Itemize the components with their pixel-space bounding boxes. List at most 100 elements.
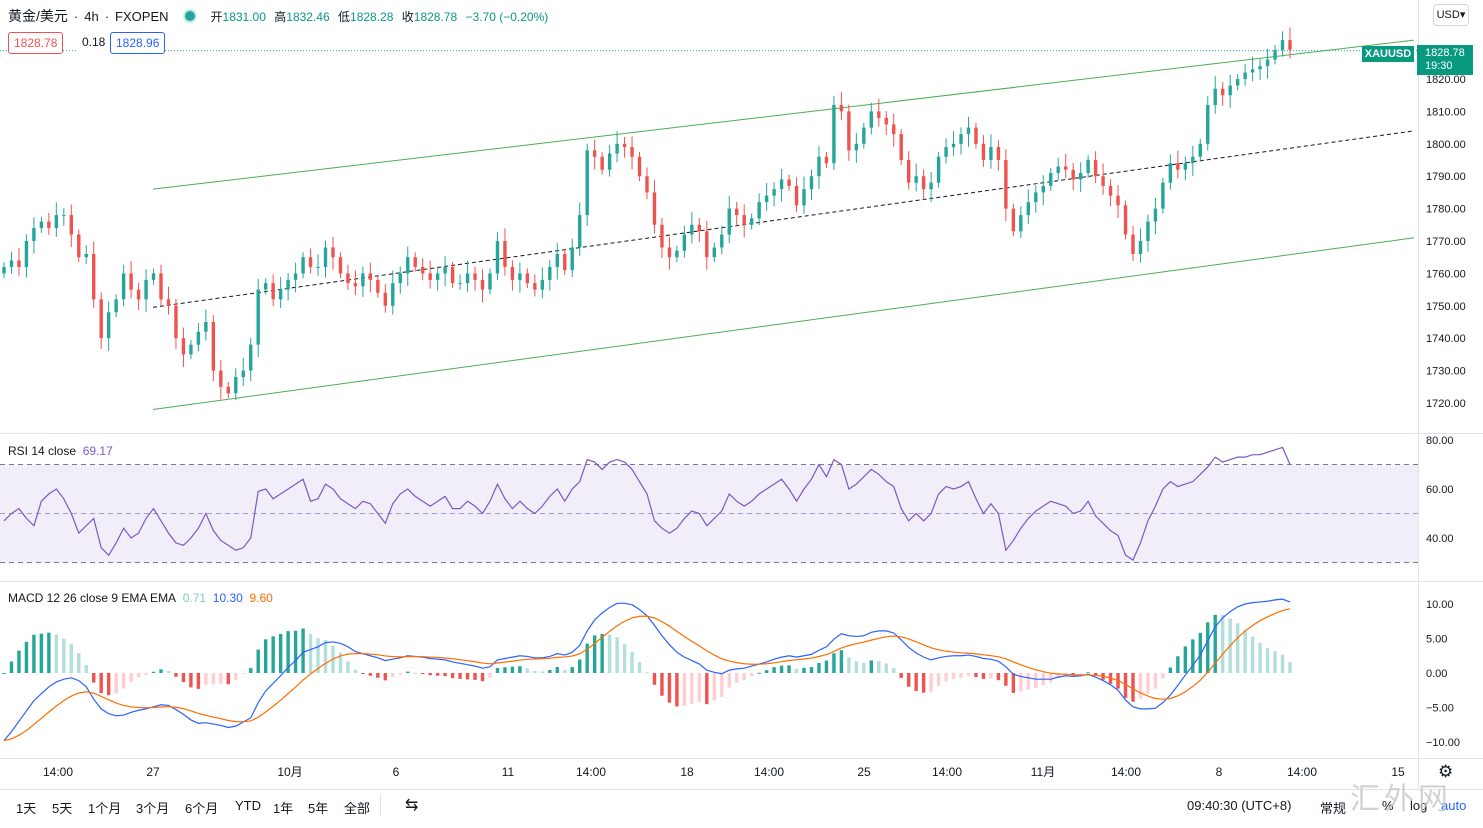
macd-histogram-bar xyxy=(480,673,485,682)
macd-histogram-bar xyxy=(99,673,103,694)
time-tick-label: 14:00 xyxy=(1111,765,1141,779)
bid-price[interactable]: 1828.78 xyxy=(8,32,64,54)
macd-histogram-bar xyxy=(241,673,245,674)
candle-body xyxy=(675,250,679,258)
settings-gear-icon[interactable]: ⚙ xyxy=(1438,762,1454,781)
macd-histogram-bar xyxy=(578,659,582,673)
range-5y-button[interactable]: 5年 xyxy=(308,801,329,816)
macd-histogram-bar xyxy=(757,672,761,674)
time-tick-label: 27 xyxy=(146,765,160,779)
macd-legend[interactable]: MACD 12 26 close 9 EMA EMA 0.71 10.30 9.… xyxy=(8,591,273,605)
macd-histogram-bar xyxy=(1026,673,1031,690)
market-status-icon[interactable] xyxy=(184,11,195,21)
macd-histogram-bar xyxy=(884,663,888,673)
price-tick-label: 1730.00 xyxy=(1426,366,1466,378)
candle-body xyxy=(540,279,545,290)
macd-histogram-bar xyxy=(1086,672,1090,674)
candle-body xyxy=(234,377,238,394)
candle-body xyxy=(1063,166,1068,170)
macd-histogram-bar xyxy=(705,673,709,705)
macd-histogram-bar xyxy=(637,662,642,673)
goto-date-icon[interactable]: ⇆ xyxy=(405,797,419,814)
range-ytd-button[interactable]: YTD xyxy=(235,798,261,813)
candle-body xyxy=(615,143,619,154)
macd-histogram-bar xyxy=(211,673,216,685)
candle-body xyxy=(503,241,507,267)
macd-histogram-bar xyxy=(1191,639,1195,673)
macd-histogram-bar xyxy=(62,638,66,673)
macd-histogram-bar xyxy=(533,671,537,673)
percent-toggle[interactable]: % xyxy=(1382,798,1394,813)
session-button[interactable]: 常规 xyxy=(1320,801,1347,816)
candle-body xyxy=(129,273,133,290)
rsi-tick-label: 80.00 xyxy=(1426,435,1454,447)
macd-histogram-bar xyxy=(32,634,36,673)
candle-body xyxy=(862,127,866,144)
macd-histogram-bar xyxy=(495,667,500,673)
candle-body xyxy=(391,283,395,306)
candle-body xyxy=(151,273,156,280)
candle-body xyxy=(854,143,859,151)
candle-body xyxy=(1123,205,1128,235)
rsi-legend[interactable]: RSI 14 close 69.17 xyxy=(8,444,113,458)
candle-body xyxy=(1034,192,1038,203)
candle-body xyxy=(966,127,971,135)
macd-histogram-bar xyxy=(1123,673,1128,698)
macd-histogram-bar xyxy=(802,667,806,673)
time-tick-label: 6 xyxy=(393,765,400,779)
macd-histogram-bar xyxy=(1004,673,1008,686)
range-1y-button[interactable]: 1年 xyxy=(273,801,294,816)
macd-histogram-bar xyxy=(660,673,664,696)
macd-histogram-bar xyxy=(24,641,29,673)
candle-body xyxy=(488,273,492,290)
candle-body xyxy=(705,231,709,258)
candle-body xyxy=(1280,40,1285,50)
candle-body xyxy=(525,273,530,284)
candle-body xyxy=(944,147,948,157)
range-1m-button[interactable]: 1个月 xyxy=(88,801,122,816)
spread-value: 0.18 xyxy=(77,32,111,52)
range-5d-button[interactable]: 5天 xyxy=(52,801,73,816)
candle-body xyxy=(92,253,96,300)
candle-body xyxy=(316,266,320,268)
price-tick-label: 1790.00 xyxy=(1426,171,1466,183)
candle-body xyxy=(839,104,844,112)
macd-histogram-bar xyxy=(510,666,515,673)
macd-histogram-bar xyxy=(1138,673,1143,699)
macd-histogram-bar xyxy=(563,670,567,673)
macd-histogram-bar xyxy=(166,670,171,673)
auto-toggle[interactable]: auto xyxy=(1441,798,1467,813)
candle-body xyxy=(824,156,829,164)
time-tick-label: 14:00 xyxy=(1287,765,1317,779)
candle-body xyxy=(555,253,559,267)
range-3m-button[interactable]: 3个月 xyxy=(136,801,170,816)
candle-body xyxy=(869,111,874,128)
candle-body xyxy=(249,344,253,371)
range-all-button[interactable]: 全部 xyxy=(344,801,371,816)
macd-histogram-bar xyxy=(129,673,133,682)
range-6m-button[interactable]: 6个月 xyxy=(185,801,219,816)
macd-histogram-bar xyxy=(652,673,657,685)
macd-histogram-bar xyxy=(1221,614,1225,673)
broker-label: FXOPEN xyxy=(115,8,169,24)
log-toggle[interactable]: log xyxy=(1410,798,1428,813)
candle-body xyxy=(219,370,223,387)
candle-body xyxy=(1258,66,1262,70)
interval-label[interactable]: 4h xyxy=(84,8,99,24)
macd-histogram-bar xyxy=(204,673,208,685)
ask-price[interactable]: 1828.96 xyxy=(110,32,166,54)
macd-line xyxy=(3,598,1291,742)
clock-label[interactable]: 09:40:30 (UTC+8) xyxy=(1187,798,1292,813)
macd-histogram-bar xyxy=(1176,656,1180,673)
time-tick-label: 14:00 xyxy=(43,765,73,779)
macd-histogram-bar xyxy=(847,657,851,673)
candle-body xyxy=(413,257,417,267)
currency-dropdown[interactable]: USD▾ xyxy=(1433,4,1469,26)
chart-canvas[interactable]: 1720.00 1730.00 1740.00 1750.00 1760.00 1770.… xyxy=(0,0,1483,790)
symbol-name[interactable]: 黄金/美元 xyxy=(8,8,68,24)
candle-body xyxy=(667,247,672,258)
price-tick-label: 1760.00 xyxy=(1426,268,1466,280)
candle-body xyxy=(353,283,358,287)
candle-body xyxy=(77,234,81,258)
range-1d-button[interactable]: 1天 xyxy=(16,801,37,816)
